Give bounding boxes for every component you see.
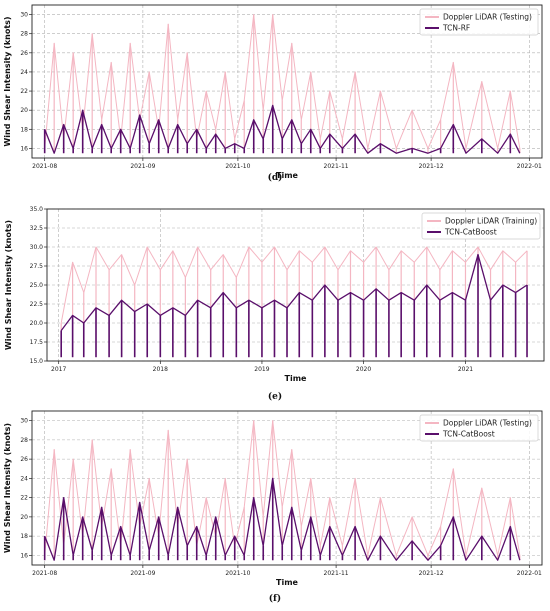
y-tick-label: 15.0: [30, 358, 44, 365]
legend: Doppler LiDAR (Testing) TCN-RF: [419, 8, 539, 36]
y-axis-label: Wind Shear Intensity (knots): [3, 423, 12, 553]
y-tick-label: 16: [20, 552, 28, 559]
panel-caption: (d): [268, 172, 283, 183]
y-axis-label: Wind Shear Intensity (knots): [4, 220, 13, 350]
y-tick-label: 20: [20, 514, 28, 521]
x-axis-label: Time: [276, 171, 299, 180]
x-tick-label: 2021-10: [225, 570, 250, 577]
x-axis-label: Time: [285, 374, 308, 383]
series-2-line: [60, 253, 528, 331]
legend-box: [419, 414, 539, 442]
y-tick-label: 25.0: [30, 282, 44, 289]
x-tick-label: 2020: [356, 366, 371, 373]
y-tick-label: 24: [20, 69, 28, 76]
x-tick-label: 2021-12: [419, 163, 444, 170]
y-tick-label: 20.0: [30, 320, 44, 327]
legend-box: [419, 8, 539, 36]
legend-entry: Doppler LiDAR (Training): [445, 217, 537, 226]
y-axis-label: Wind Shear Intensity (knots): [3, 16, 12, 146]
y-tick-label: 17.5: [30, 339, 44, 346]
y-tick-label: 22: [20, 495, 28, 502]
x-tick-label: 2021-08: [32, 163, 57, 170]
x-tick-label: 2021-09: [130, 163, 155, 170]
legend: Doppler LiDAR (Testing) TCN-CatBoost: [419, 414, 539, 442]
legend-entry: TCN-CatBoost: [444, 228, 497, 237]
series-group: [43, 420, 521, 561]
x-tick-label: 2021-11: [324, 570, 349, 577]
x-tick-label: 2022-01: [517, 163, 542, 170]
y-tick-label: 26: [20, 50, 28, 57]
x-tick-label: 2021-10: [225, 163, 250, 170]
x-tick-label: 2021-08: [32, 570, 57, 577]
y-tick-label: 22: [20, 88, 28, 95]
plot-frame: [31, 4, 543, 159]
chart-panel-2: 15.0 17.5 20.0 22.5 25.0 27.5 30.0 32.5 35.0 2017…: [4, 206, 545, 402]
y-tick-label: 20: [20, 107, 28, 114]
x-tick-label: 2019: [254, 366, 269, 373]
legend-entry: TCN-RF: [442, 24, 470, 33]
y-tick-label: 30: [20, 12, 28, 19]
legend-entry: Doppler LiDAR (Testing): [443, 419, 532, 428]
x-tick-label: 2021-11: [324, 163, 349, 170]
series-1-line: [44, 14, 521, 149]
chart-panel-1: 16 18 20 22 24 26 28 30 2021-08 2021-09 2021-10 202…: [3, 4, 543, 183]
series-2-line: [44, 477, 521, 561]
y-tick-label: 30.0: [30, 244, 44, 251]
legend-entry: TCN-CatBoost: [442, 430, 495, 439]
plot-frame: [31, 410, 543, 566]
legend-box: [421, 212, 541, 240]
y-tick-label: 27.5: [30, 263, 44, 270]
y-tick-label: 28: [20, 31, 28, 38]
series-1-line: [60, 246, 528, 324]
x-tick-label: 2018: [153, 366, 168, 373]
series-group: [43, 14, 521, 154]
panel-caption: (e): [268, 391, 282, 402]
legend-entry: Doppler LiDAR (Testing): [443, 13, 532, 22]
x-tick-label: 2021-09: [130, 570, 155, 577]
y-tick-label: 22.5: [30, 301, 44, 308]
y-tick-label: 18: [20, 126, 28, 133]
x-axis-label: Time: [276, 578, 299, 587]
x-tick-label: 2022-01: [517, 570, 542, 577]
x-tick-label: 2017: [51, 366, 66, 373]
y-tick-label: 30: [20, 418, 28, 425]
chart-panel-3: 16 18 20 22 24 26 28 30 2021-08 2021-09 2021-10 202…: [3, 410, 543, 604]
y-tick-label: 32.5: [30, 225, 44, 232]
plot-frame: [46, 208, 545, 362]
legend: Doppler LiDAR (Training) TCN-CatBoost: [421, 212, 541, 240]
y-tick-label: 35.0: [30, 206, 44, 213]
x-tick-label: 2021-12: [419, 570, 444, 577]
panel-caption: (f): [269, 593, 281, 604]
series-group: [60, 246, 528, 358]
y-tick-label: 26: [20, 456, 28, 463]
x-tick-label: 2021: [458, 366, 473, 373]
series-1-line: [44, 420, 521, 556]
y-tick-label: 16: [20, 145, 28, 152]
series-2-line: [44, 104, 521, 154]
y-tick-label: 28: [20, 437, 28, 444]
y-tick-label: 18: [20, 533, 28, 540]
y-tick-label: 24: [20, 475, 28, 482]
